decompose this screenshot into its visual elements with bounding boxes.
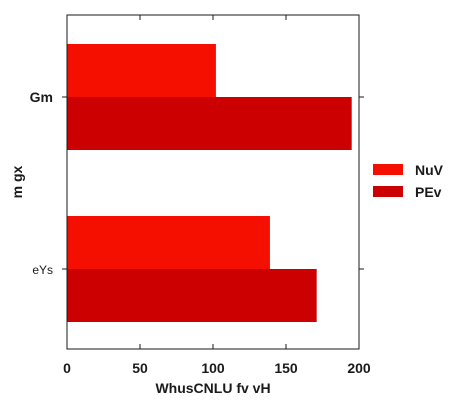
y-axis-title: m gx	[9, 165, 25, 198]
x-tick-label: 100	[201, 360, 225, 376]
x-tick-label: 50	[132, 360, 148, 376]
y-category-label: Gm	[30, 89, 53, 105]
legend-swatch-nuv	[373, 164, 403, 175]
x-tick-label: 150	[274, 360, 298, 376]
x-tick-label: 200	[347, 360, 371, 376]
legend-swatch-pev	[373, 186, 403, 197]
legend-label-nuv: NuV	[415, 162, 444, 178]
bars-layer	[67, 44, 352, 322]
x-axis-title: WhusCNLU fv vH	[155, 380, 270, 396]
legend: NuV PEv	[373, 162, 444, 200]
bar-nuv-eys	[67, 216, 270, 269]
x-tick-label: 0	[63, 360, 71, 376]
y-category-label: eYs	[32, 263, 53, 277]
legend-label-pev: PEv	[415, 184, 442, 200]
ticks-layer: 0 50 100 150 200 Gm eYs	[30, 15, 371, 376]
bar-pev-eys	[67, 269, 317, 322]
bar-pev-gm	[67, 97, 352, 150]
bar-nuv-gm	[67, 44, 216, 97]
